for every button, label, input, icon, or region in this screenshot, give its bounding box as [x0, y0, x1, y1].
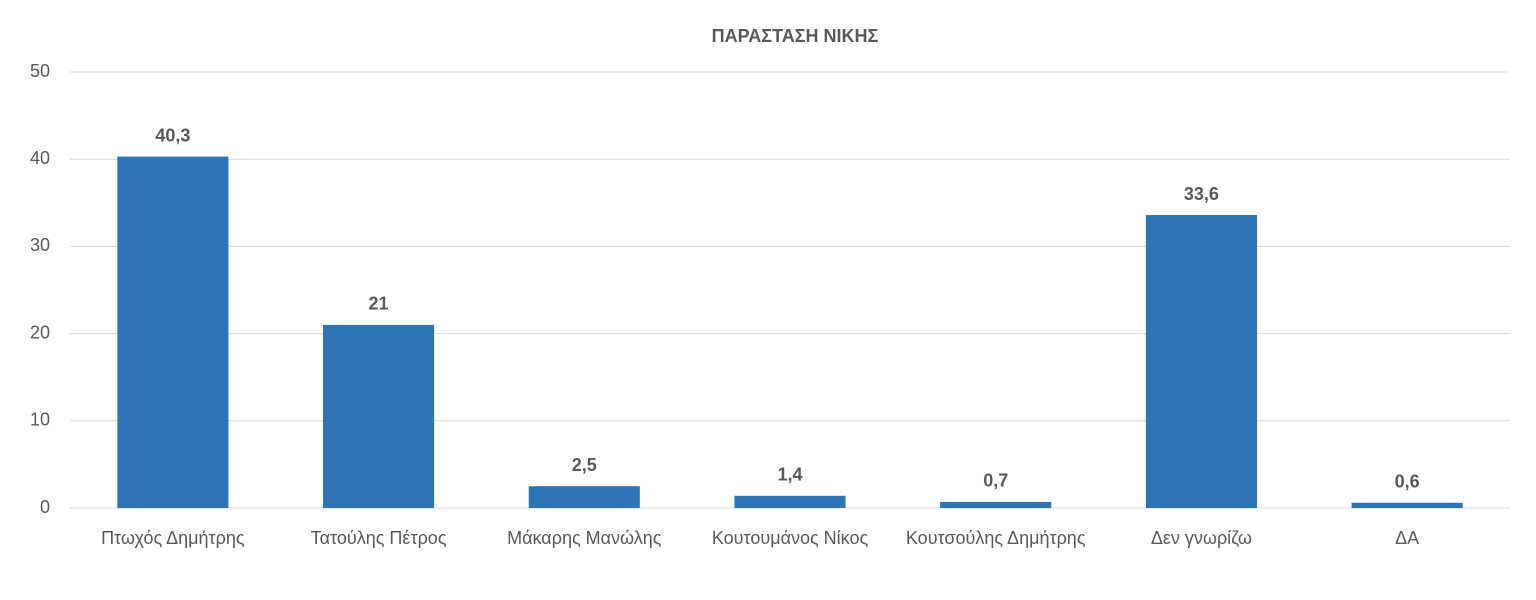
y-tick-label: 10 [30, 410, 50, 430]
bar [940, 501, 1052, 508]
bar [1145, 215, 1257, 508]
x-tick-label: Δεν γνωρίζω [1150, 528, 1252, 548]
data-label: 2,5 [572, 455, 597, 475]
y-tick-label: 40 [30, 148, 50, 168]
y-tick-label: 0 [40, 497, 50, 517]
data-label: 33,6 [1184, 184, 1219, 204]
data-label: 0,7 [983, 471, 1008, 491]
x-tick-label: Κουτουμάνος Νίκος [711, 528, 869, 548]
bar [323, 324, 435, 508]
x-tick-label: Μάκαρης Μανώλης [507, 528, 662, 548]
chart-title: ΠΑΡΑΣΤΑΣΗ ΝΙΚΗΣ [712, 26, 879, 46]
bar [1351, 502, 1463, 508]
data-label: 40,3 [155, 125, 190, 145]
data-label: 0,6 [1395, 472, 1420, 492]
bar [734, 495, 846, 508]
bar [528, 486, 640, 508]
y-tick-label: 30 [30, 235, 50, 255]
data-label: 21 [369, 294, 389, 314]
x-tick-label: Κουτσούλης Δημήτρης [905, 528, 1086, 548]
x-tick-label: Πτωχός Δημήτρης [101, 528, 245, 548]
y-tick-label: 50 [30, 61, 50, 81]
bar [117, 156, 229, 509]
data-label: 1,4 [777, 465, 802, 485]
y-tick-label: 20 [30, 322, 50, 342]
x-tick-label: ΔΑ [1395, 528, 1420, 548]
x-tick-label: Τατούλης Πέτρος [310, 528, 447, 548]
